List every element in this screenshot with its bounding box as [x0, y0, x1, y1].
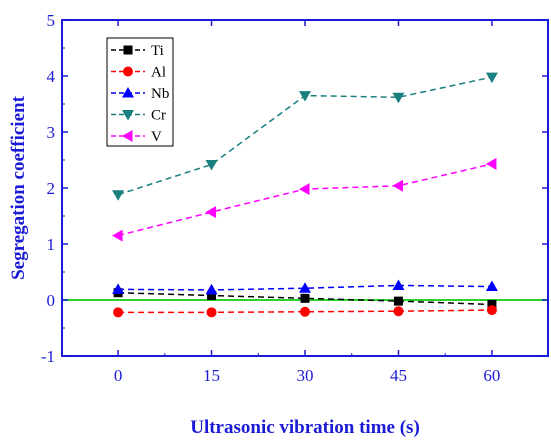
- legend-label-cr: Cr: [151, 108, 166, 124]
- series-line-al: [118, 309, 492, 314]
- y-axis-title: Segregation coefficient: [8, 95, 29, 279]
- data-point-al-30: [300, 306, 310, 317]
- data-point-nb-30: [299, 282, 311, 293]
- legend-marker-al: [123, 66, 133, 77]
- data-point-v-45: [392, 179, 403, 192]
- legend-marker-nb: [122, 87, 134, 98]
- data-point-cr-0: [112, 190, 125, 201]
- data-point-cr-30: [299, 91, 311, 102]
- legend-box: [106, 37, 174, 147]
- data-point-nb-0: [112, 283, 125, 294]
- data-point-cr-60: [485, 72, 498, 84]
- data-point-nb-45: [392, 279, 405, 290]
- legend-marker-ti: [123, 45, 133, 55]
- x-tick-label: 45: [390, 366, 407, 385]
- data-point-ti-15: [207, 291, 217, 301]
- data-point-cr-45: [392, 92, 405, 104]
- legend-label-al: Al: [151, 65, 166, 81]
- x-tick-label: 15: [203, 366, 220, 385]
- y-tick-label: 3: [47, 123, 56, 142]
- data-point-al-15: [206, 307, 217, 318]
- y-tick-label: 0: [47, 291, 56, 310]
- x-tick-label: 60: [483, 366, 500, 385]
- plot-layer: [62, 72, 548, 318]
- data-point-al-60: [486, 305, 497, 316]
- data-point-cr-15: [205, 159, 218, 171]
- y-tick-label: -1: [41, 347, 55, 366]
- data-point-v-15: [205, 206, 217, 219]
- y-tick-label: 4: [47, 67, 56, 86]
- x-tick-label: 30: [297, 366, 314, 385]
- data-point-v-0: [112, 229, 123, 242]
- data-point-v-30: [299, 183, 310, 196]
- data-point-al-45: [393, 306, 404, 317]
- x-tick-label: 0: [114, 366, 123, 385]
- data-point-al-0: [113, 307, 124, 318]
- series-line-v: [117, 163, 493, 237]
- data-point-ti-60: [487, 299, 497, 309]
- y-tick-label: 1: [47, 235, 56, 254]
- legend-label-v: V: [151, 129, 162, 145]
- legend-marker-cr: [122, 110, 134, 121]
- legend-marker-v: [122, 130, 133, 142]
- legend-label-nb: Nb: [151, 86, 169, 102]
- data-point-v-60: [485, 157, 497, 170]
- x-axis-title: Ultrasonic vibration time (s): [190, 417, 420, 438]
- data-point-ti-45: [393, 296, 403, 306]
- series-line-nb: [118, 284, 492, 291]
- data-point-nb-15: [205, 283, 218, 295]
- legend-label-ti: Ti: [151, 43, 164, 59]
- data-point-ti-30: [300, 293, 310, 303]
- y-tick-label: 5: [47, 11, 56, 30]
- y-tick-label: 2: [47, 179, 56, 198]
- series-line-ti: [118, 291, 492, 306]
- data-point-nb-60: [485, 280, 498, 292]
- legend: Ti Al Nb Cr V: [106, 37, 174, 147]
